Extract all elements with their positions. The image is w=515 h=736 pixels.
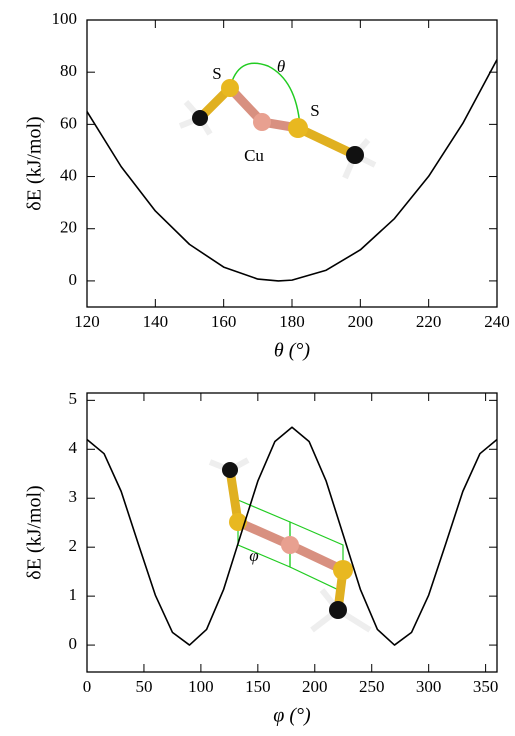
y-axis-label: δE (kJ/mol) xyxy=(24,116,46,210)
y-tick-label: 4 xyxy=(69,438,78,457)
annotation: S xyxy=(212,64,221,83)
x-tick-label: 150 xyxy=(245,677,271,696)
x-tick-label: 100 xyxy=(188,677,214,696)
x-axis-label: φ (°) xyxy=(273,705,311,727)
annotation: Cu xyxy=(244,146,264,165)
x-tick-label: 350 xyxy=(473,677,499,696)
y-tick-label: 80 xyxy=(60,61,77,80)
y-tick-label: 20 xyxy=(60,218,77,237)
x-tick-label: 50 xyxy=(135,677,152,696)
y-tick-label: 100 xyxy=(52,9,78,28)
x-tick-label: 200 xyxy=(348,312,374,331)
x-tick-label: 140 xyxy=(143,312,169,331)
y-tick-label: 60 xyxy=(60,113,77,132)
y-tick-label: 5 xyxy=(69,389,78,408)
molecule-top xyxy=(180,63,375,178)
x-tick-label: 0 xyxy=(83,677,92,696)
x-axis-label: θ (°) xyxy=(274,340,310,362)
data-line xyxy=(87,427,497,645)
plot-frame xyxy=(87,20,497,307)
y-tick-label: 1 xyxy=(69,585,78,604)
x-tick-label: 220 xyxy=(416,312,442,331)
annotation: φ xyxy=(249,546,258,565)
figure: 020406080100120140160180200220240θ (°)δE… xyxy=(0,0,515,736)
y-tick-label: 40 xyxy=(60,165,77,184)
y-tick-label: 2 xyxy=(69,536,78,555)
y-tick-label: 0 xyxy=(69,634,78,653)
x-tick-label: 200 xyxy=(302,677,328,696)
y-axis-label: δE (kJ/mol) xyxy=(24,485,46,579)
x-tick-label: 180 xyxy=(279,312,305,331)
x-tick-label: 250 xyxy=(359,677,385,696)
plot-frame xyxy=(87,393,497,672)
annotation: S xyxy=(310,101,319,120)
y-tick-label: 3 xyxy=(69,487,78,506)
x-tick-label: 120 xyxy=(74,312,100,331)
x-tick-label: 160 xyxy=(211,312,237,331)
x-tick-label: 300 xyxy=(416,677,442,696)
x-tick-label: 240 xyxy=(484,312,510,331)
annotation: θ xyxy=(277,57,285,76)
y-tick-label: 0 xyxy=(69,270,78,289)
